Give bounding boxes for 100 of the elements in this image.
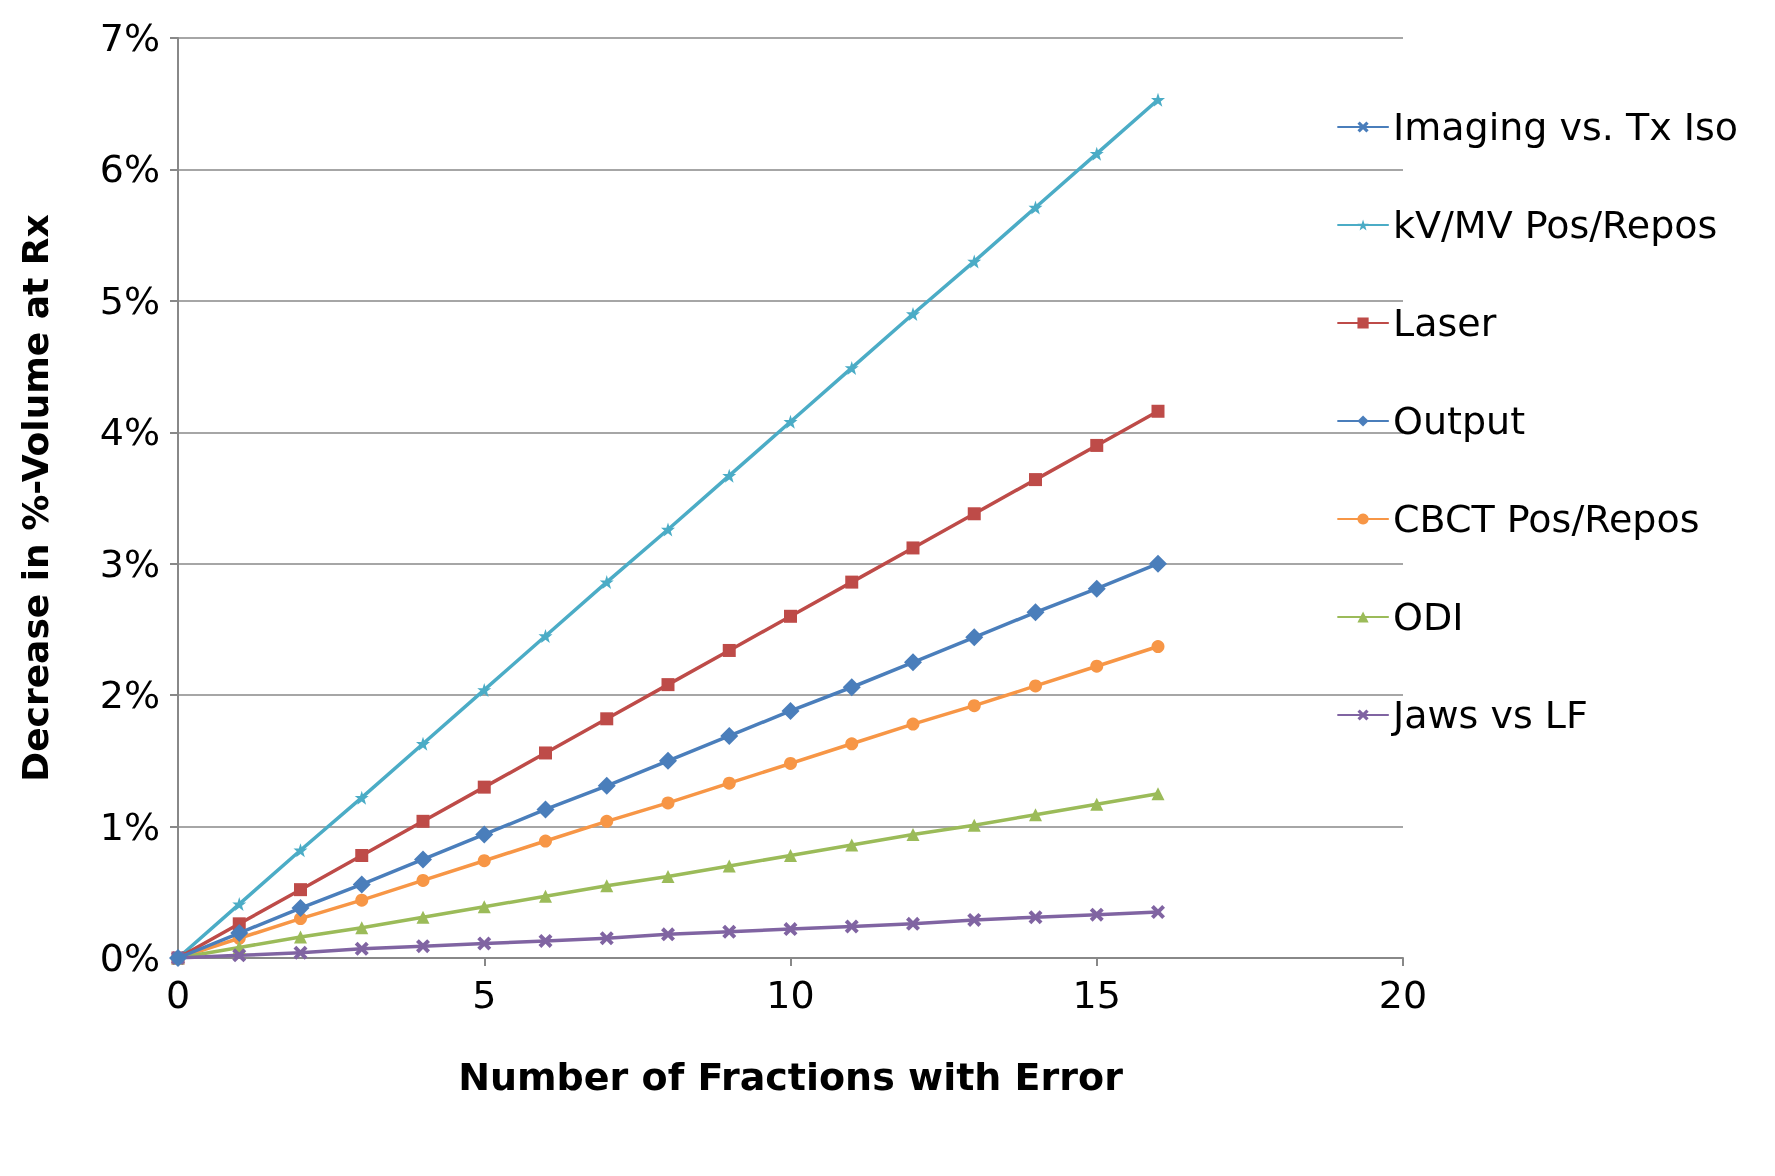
- x-tick-label: 15: [1072, 973, 1121, 1017]
- point: [845, 737, 859, 751]
- point: [722, 859, 736, 873]
- point: [906, 307, 920, 321]
- point: [661, 796, 675, 810]
- point: [906, 717, 920, 731]
- x-tick-label: 20: [1378, 973, 1428, 1017]
- point: [783, 414, 798, 429]
- point: [781, 701, 800, 720]
- point: [722, 643, 736, 657]
- point: [659, 751, 677, 770]
- y-tick-label: 2%: [99, 673, 160, 718]
- y-tick-label: 3%: [99, 541, 160, 586]
- point: [967, 254, 982, 269]
- point: [1151, 787, 1165, 801]
- point: [720, 726, 739, 745]
- legend-label: Imaging vs. Tx Iso: [1393, 105, 1738, 149]
- point: [536, 800, 555, 819]
- point: [477, 780, 491, 794]
- point: [355, 893, 369, 907]
- y-tick-label: 1%: [99, 804, 160, 849]
- point: [722, 924, 737, 939]
- point: [661, 870, 675, 884]
- point: [783, 922, 798, 937]
- point: [1029, 808, 1042, 822]
- point: [477, 936, 492, 951]
- x-tick-label: 10: [766, 973, 815, 1017]
- point: [784, 756, 797, 770]
- point: [293, 945, 308, 960]
- point: [416, 814, 430, 828]
- point: [661, 678, 675, 692]
- point: [294, 930, 307, 944]
- point: [600, 712, 614, 726]
- point: [354, 790, 369, 805]
- point: [906, 541, 920, 555]
- point: [600, 879, 614, 893]
- point: [232, 948, 247, 963]
- point: [1149, 554, 1167, 573]
- point: [1151, 905, 1165, 919]
- y-tick-label: 7%: [99, 16, 160, 60]
- point: [477, 900, 491, 914]
- legend-label: CBCT Pos/Repos: [1393, 497, 1700, 541]
- point: [600, 814, 614, 828]
- x-tick-label: 5: [472, 973, 497, 1017]
- point: [597, 776, 616, 795]
- point: [661, 522, 675, 537]
- y-axis-title: Decrease in %-Volume at Rx: [14, 214, 56, 782]
- point: [599, 575, 614, 590]
- point: [661, 927, 675, 942]
- point: [784, 848, 797, 862]
- point: [842, 678, 861, 697]
- point: [293, 843, 308, 858]
- point: [232, 897, 247, 912]
- point: [1029, 679, 1042, 693]
- point: [906, 916, 920, 931]
- point: [294, 883, 307, 897]
- point: [1028, 910, 1043, 925]
- y-tick-label: 5%: [99, 278, 160, 323]
- x-axis-title: Number of Fractions with Error: [458, 1055, 1124, 1099]
- point: [230, 924, 249, 943]
- point: [538, 629, 553, 643]
- point: [844, 919, 859, 934]
- point: [416, 736, 430, 751]
- point: [355, 848, 369, 862]
- point: [1090, 659, 1104, 673]
- point: [475, 825, 494, 844]
- point: [1090, 438, 1104, 452]
- point: [967, 912, 982, 927]
- y-tick-label: 0%: [99, 936, 160, 980]
- point: [416, 939, 430, 954]
- point: [845, 575, 859, 589]
- point: [967, 699, 981, 713]
- point: [1151, 640, 1165, 654]
- point: [538, 933, 553, 948]
- point: [477, 854, 491, 868]
- point: [965, 628, 984, 647]
- y-tick-label: 4%: [99, 410, 160, 455]
- point: [1089, 146, 1104, 161]
- point: [967, 818, 981, 832]
- point: [844, 360, 859, 375]
- point: [599, 931, 614, 946]
- point: [355, 921, 369, 935]
- point: [1087, 579, 1106, 598]
- point: [416, 910, 430, 924]
- legend-label: Output: [1393, 399, 1526, 443]
- point: [1090, 797, 1104, 811]
- x-tick-label: 0: [165, 973, 191, 1017]
- point: [414, 850, 432, 869]
- point: [784, 609, 797, 623]
- point: [722, 468, 737, 483]
- point: [539, 746, 552, 760]
- point: [845, 838, 859, 852]
- point: [352, 875, 371, 894]
- point: [1028, 200, 1043, 215]
- legend-label: Laser: [1393, 301, 1497, 345]
- point: [291, 899, 310, 918]
- point: [354, 941, 369, 956]
- point: [1089, 907, 1104, 922]
- point: [477, 682, 492, 697]
- legend-label: kV/MV Pos/Repos: [1393, 203, 1718, 247]
